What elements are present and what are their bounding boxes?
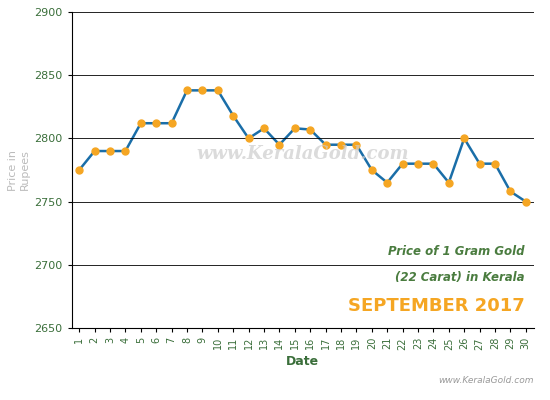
Point — [121, 148, 130, 154]
Point — [506, 188, 515, 195]
Point — [183, 87, 191, 94]
Point — [398, 160, 407, 167]
Point — [491, 160, 499, 167]
Point — [444, 180, 453, 186]
Y-axis label: Price in
Rupees: Price in Rupees — [8, 150, 30, 190]
Point — [136, 120, 145, 126]
Point — [106, 148, 114, 154]
Point — [352, 142, 361, 148]
Text: www.KeralaGold.com: www.KeralaGold.com — [438, 376, 534, 385]
Point — [460, 135, 469, 142]
Point — [90, 148, 99, 154]
Point — [290, 125, 299, 132]
Text: (22 Carat) in Kerala: (22 Carat) in Kerala — [395, 271, 524, 284]
Point — [306, 126, 315, 133]
Point — [367, 167, 376, 173]
Point — [152, 120, 161, 126]
Point — [521, 198, 530, 205]
X-axis label: Date: Date — [286, 355, 319, 368]
Point — [244, 135, 253, 142]
Point — [429, 160, 438, 167]
Point — [475, 160, 484, 167]
Point — [229, 112, 238, 119]
Text: Price of 1 Gram Gold: Price of 1 Gram Gold — [388, 246, 524, 258]
Point — [275, 142, 284, 148]
Point — [383, 180, 392, 186]
Point — [167, 120, 176, 126]
Point — [321, 142, 330, 148]
Point — [75, 167, 84, 173]
Point — [337, 142, 345, 148]
Point — [414, 160, 422, 167]
Text: www.KeralaGold.com: www.KeralaGold.com — [196, 145, 409, 163]
Text: SEPTEMBER 2017: SEPTEMBER 2017 — [348, 297, 524, 315]
Point — [213, 87, 222, 94]
Point — [260, 125, 268, 132]
Point — [198, 87, 207, 94]
